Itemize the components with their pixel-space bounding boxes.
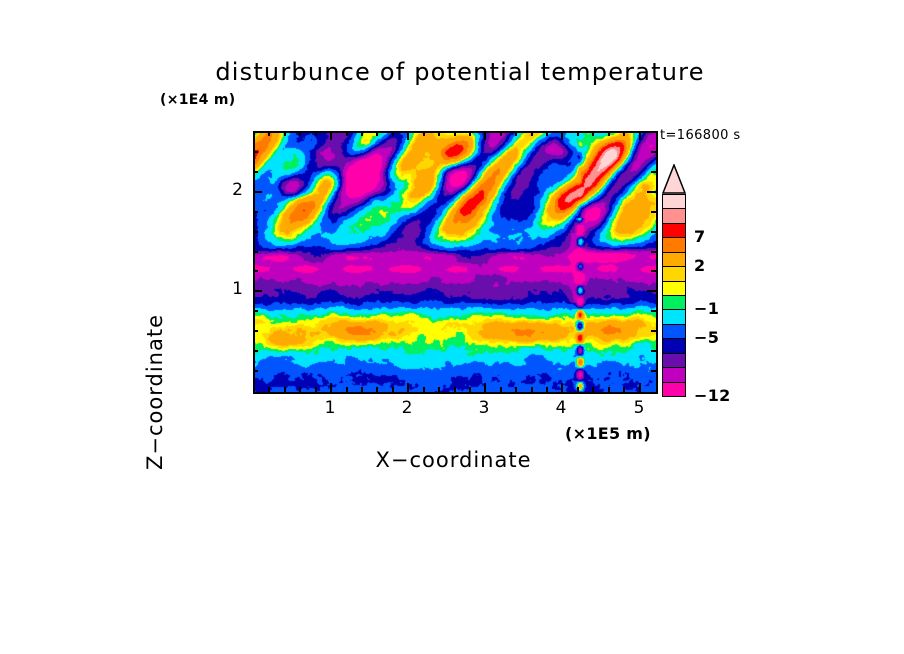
y-tick: [253, 231, 258, 233]
x-tick: [500, 387, 502, 392]
contour-canvas: [255, 133, 656, 392]
x-tick: [284, 387, 286, 392]
y-tick-label: 2: [232, 180, 243, 200]
x-tick-top: [484, 131, 486, 140]
x-tick-top: [531, 131, 533, 136]
x-tick-top: [561, 131, 563, 140]
x-tick: [623, 387, 625, 392]
y-tick-right: [651, 310, 656, 312]
y-tick-right: [647, 191, 656, 193]
x-tick: [546, 387, 548, 392]
x-tick-top: [330, 131, 332, 140]
timestamp-label: t=166800 s: [660, 128, 741, 143]
y-tick-right: [651, 370, 656, 372]
y-tick-right: [651, 211, 656, 213]
y-tick: [253, 211, 258, 213]
x-tick: [392, 387, 394, 392]
x-tick-top: [500, 131, 502, 136]
y-tick-right: [651, 231, 656, 233]
x-tick-top: [346, 131, 348, 136]
y-tick-right: [651, 171, 656, 173]
contour-plot-area[interactable]: [253, 131, 658, 394]
y-tick-right: [651, 270, 656, 272]
colorbar-arrow-cap-icon: [662, 164, 686, 194]
x-tick-top: [469, 131, 471, 136]
x-tick-top: [454, 131, 456, 136]
x-tick-top: [376, 131, 378, 136]
colorbar[interactable]: [662, 194, 686, 398]
x-tick-top: [592, 131, 594, 136]
y-tick: [253, 151, 258, 153]
x-tick: [407, 383, 409, 392]
x-tick: [315, 387, 317, 392]
x-tick-top: [268, 131, 270, 136]
x-tick-top: [407, 131, 409, 140]
x-tick-label: 2: [401, 398, 413, 418]
x-tick-top: [284, 131, 286, 136]
x-tick-top: [315, 131, 317, 136]
y-tick: [253, 330, 258, 332]
x-tick-top: [438, 131, 440, 136]
y-tick: [253, 370, 258, 372]
x-tick-top: [546, 131, 548, 136]
x-tick: [469, 387, 471, 392]
y-tick-right: [647, 290, 656, 292]
x-tick-top: [639, 131, 641, 140]
y-axis-title: Z−coordinate: [143, 314, 167, 470]
x-tick: [330, 383, 332, 392]
x-tick: [438, 387, 440, 392]
colorbar-tick-label: 7: [694, 227, 706, 247]
colorbar-tick-label: −5: [694, 328, 720, 348]
x-tick-top: [515, 131, 517, 136]
x-tick-top: [623, 131, 625, 136]
x-tick: [346, 387, 348, 392]
y-tick: [253, 350, 258, 352]
y-tick-label: 1: [232, 279, 243, 299]
x-tick-top: [577, 131, 579, 136]
x-axis-title: X−coordinate: [375, 448, 532, 472]
colorbar-tick-label: 2: [694, 256, 706, 276]
y-tick: [253, 171, 258, 173]
x-tick: [531, 387, 533, 392]
x-tick-label: 4: [555, 398, 567, 418]
x-tick-top: [608, 131, 610, 136]
y-tick: [253, 310, 258, 312]
y-tick-right: [651, 330, 656, 332]
page-title: disturbunce of potential temperature: [215, 58, 705, 86]
x-tick: [423, 387, 425, 392]
colorbar-tick-label: −1: [694, 299, 720, 319]
x-tick: [454, 387, 456, 392]
z-unit-label: (×1E4 m): [160, 92, 236, 108]
y-tick: [253, 290, 262, 292]
x-tick-label: 3: [478, 398, 490, 418]
x-tick: [639, 383, 641, 392]
y-tick: [253, 191, 262, 193]
x-tick: [299, 387, 301, 392]
x-tick-top: [361, 131, 363, 136]
x-tick: [484, 383, 486, 392]
x-tick-top: [392, 131, 394, 136]
x-tick: [561, 383, 563, 392]
x-tick: [376, 387, 378, 392]
y-tick-right: [651, 151, 656, 153]
x-tick: [515, 387, 517, 392]
y-tick-right: [651, 251, 656, 253]
x-tick: [608, 387, 610, 392]
x-axis-unit-label: (×1E5 m): [565, 424, 651, 443]
colorbar-tick-label: −12: [694, 386, 731, 405]
x-tick-label: 5: [633, 398, 645, 418]
x-tick-top: [423, 131, 425, 136]
y-tick: [253, 270, 258, 272]
x-tick: [268, 387, 270, 392]
x-tick-top: [299, 131, 301, 136]
x-tick: [361, 387, 363, 392]
x-tick: [592, 387, 594, 392]
y-axis-title-wrapper: Z−coordinate: [85, 130, 215, 470]
x-tick: [577, 387, 579, 392]
y-tick: [253, 251, 258, 253]
colorbar-cell[interactable]: [662, 381, 686, 398]
y-tick-right: [651, 350, 656, 352]
x-tick-label: 1: [324, 398, 336, 418]
